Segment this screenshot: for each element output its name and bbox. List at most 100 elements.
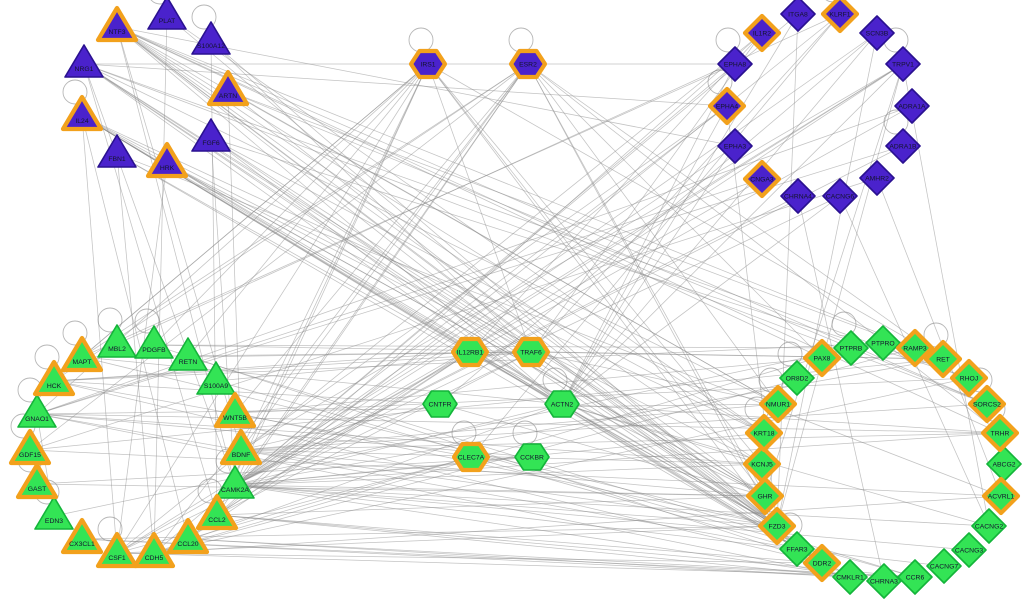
node-shape[interactable] — [865, 325, 901, 361]
node-shape[interactable] — [757, 506, 797, 546]
node-shape[interactable] — [980, 413, 1020, 453]
node-ESR2[interactable]: ESR2 — [508, 48, 548, 80]
node-shape[interactable] — [779, 531, 815, 567]
node-shape[interactable] — [885, 128, 921, 164]
node-shape[interactable] — [132, 531, 176, 569]
node-shape[interactable] — [191, 118, 231, 152]
node-ADRA1B[interactable]: ADRA1B — [885, 128, 921, 164]
node-shape[interactable] — [8, 428, 52, 466]
node-shape[interactable] — [832, 559, 868, 595]
node-shape[interactable] — [779, 360, 815, 396]
node-shape[interactable] — [742, 159, 782, 199]
node-shape[interactable] — [802, 338, 842, 378]
node-shape[interactable] — [707, 86, 747, 126]
node-shape[interactable] — [95, 531, 139, 569]
node-shape[interactable] — [206, 69, 250, 107]
node-shape[interactable] — [894, 88, 930, 124]
node-shape[interactable] — [897, 559, 933, 595]
node-shape[interactable] — [60, 335, 104, 373]
node-WNT5B[interactable]: WNT5B — [213, 391, 257, 429]
node-TRAF6[interactable]: TRAF6 — [511, 336, 551, 368]
node-IRS1[interactable]: IRS1 — [408, 48, 448, 80]
node-shape[interactable] — [544, 390, 580, 418]
node-shape[interactable] — [820, 0, 860, 34]
node-NTF3[interactable]: NTF3 — [95, 5, 139, 43]
node-shape[interactable] — [191, 21, 231, 55]
node-shape[interactable] — [450, 336, 490, 368]
node-shape[interactable] — [134, 325, 174, 359]
node-shape[interactable] — [742, 13, 782, 53]
node-shape[interactable] — [744, 413, 784, 453]
node-shape[interactable] — [986, 446, 1022, 482]
node-EPHA4[interactable]: EPHA4 — [707, 86, 747, 126]
node-ACTN2[interactable]: ACTN2 — [544, 390, 580, 418]
node-shape[interactable] — [422, 390, 458, 418]
node-shape[interactable] — [17, 394, 57, 428]
node-CHRNA4[interactable]: CHRNA4 — [780, 178, 816, 214]
node-shape[interactable] — [95, 5, 139, 43]
node-shape[interactable] — [196, 361, 236, 395]
node-OR8D2[interactable]: OR8D2 — [779, 360, 815, 396]
node-shape[interactable] — [949, 358, 989, 398]
node-shape[interactable] — [195, 493, 239, 531]
node-SCN3B[interactable]: SCN3B — [859, 15, 895, 51]
node-shape[interactable] — [859, 15, 895, 51]
node-CLEC7A[interactable]: CLEC7A — [451, 441, 491, 473]
node-shape[interactable] — [745, 476, 785, 516]
node-IL1R2[interactable]: IL1R2 — [742, 13, 782, 53]
node-IL12RB1[interactable]: IL12RB1 — [450, 336, 490, 368]
node-shape[interactable] — [451, 441, 491, 473]
node-shape[interactable] — [951, 532, 987, 568]
node-shape[interactable] — [926, 548, 962, 584]
node-shape[interactable] — [895, 328, 935, 368]
node-AMHR2[interactable]: AMHR2 — [859, 160, 895, 196]
node-shape[interactable] — [60, 94, 104, 132]
node-shape[interactable] — [145, 141, 189, 179]
node-shape[interactable] — [215, 465, 255, 499]
node-ITGA8[interactable]: ITGA8 — [780, 0, 816, 32]
node-KLRF1[interactable]: KLRF1 — [820, 0, 860, 34]
node-ACVRL1[interactable]: ACVRL1 — [981, 476, 1021, 516]
node-shape[interactable] — [168, 337, 208, 371]
node-shape[interactable] — [802, 543, 842, 583]
node-shape[interactable] — [34, 496, 74, 530]
node-shape[interactable] — [859, 160, 895, 196]
node-shape[interactable] — [833, 330, 869, 366]
node-shape[interactable] — [885, 46, 921, 82]
node-ADRA1A[interactable]: ADRA1A — [894, 88, 930, 124]
node-shape[interactable] — [758, 384, 798, 424]
node-shape[interactable] — [15, 462, 59, 500]
node-EPHA3[interactable]: EPHA3 — [717, 128, 753, 164]
node-NRG1[interactable]: NRG1 — [64, 44, 104, 78]
node-shape[interactable] — [822, 178, 858, 214]
node-shape[interactable] — [213, 391, 257, 429]
node-shape[interactable] — [967, 384, 1007, 424]
node-shape[interactable] — [717, 46, 753, 82]
node-shape[interactable] — [717, 128, 753, 164]
node-PLAT[interactable]: PLAT — [147, 0, 187, 30]
node-ABCG2[interactable]: ABCG2 — [986, 446, 1022, 482]
node-shape[interactable] — [780, 178, 816, 214]
node-shape[interactable] — [971, 508, 1007, 544]
node-CCKBR[interactable]: CCKBR — [514, 443, 550, 471]
node-shape[interactable] — [147, 0, 187, 30]
node-shape[interactable] — [32, 359, 76, 397]
node-shape[interactable] — [514, 443, 550, 471]
node-shape[interactable] — [742, 444, 782, 484]
node-shape[interactable] — [64, 44, 104, 78]
node-RHOJ[interactable]: RHOJ — [949, 358, 989, 398]
node-shape[interactable] — [219, 428, 263, 466]
node-shape[interactable] — [408, 48, 448, 80]
node-CNGA3[interactable]: CNGA3 — [742, 159, 782, 199]
node-shape[interactable] — [981, 476, 1021, 516]
node-shape[interactable] — [866, 563, 902, 599]
node-CNTFR[interactable]: CNTFR — [422, 390, 458, 418]
node-shape[interactable] — [780, 0, 816, 32]
node-shape[interactable] — [511, 336, 551, 368]
node-shape[interactable] — [166, 517, 210, 555]
node-shape[interactable] — [508, 48, 548, 80]
node-shape[interactable] — [923, 339, 963, 379]
node-shape[interactable] — [60, 517, 104, 555]
node-CHRNA3[interactable]: CHRNA3 — [866, 563, 902, 599]
